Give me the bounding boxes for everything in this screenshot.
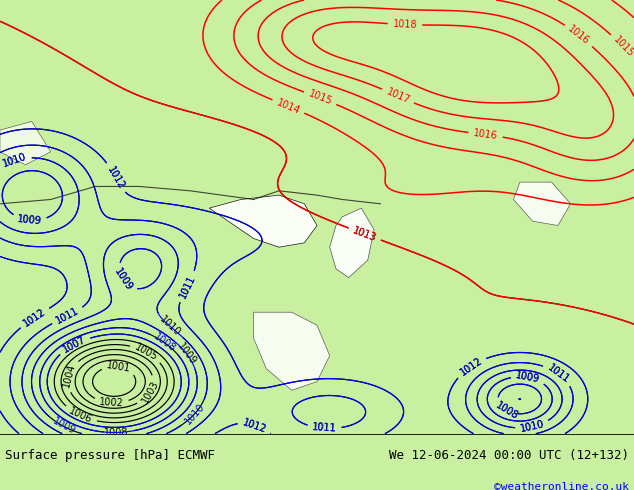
Text: 1014: 1014 bbox=[275, 97, 302, 116]
Text: 1011: 1011 bbox=[55, 306, 81, 326]
Text: 1013: 1013 bbox=[351, 225, 378, 243]
Text: 1004: 1004 bbox=[61, 363, 77, 389]
Text: 1018: 1018 bbox=[392, 19, 417, 30]
Text: 1013: 1013 bbox=[351, 225, 378, 243]
Text: We 12-06-2024 00:00 UTC (12+132): We 12-06-2024 00:00 UTC (12+132) bbox=[389, 449, 629, 463]
Text: 1016: 1016 bbox=[566, 24, 592, 47]
Text: 1012: 1012 bbox=[105, 165, 126, 191]
Text: 1012: 1012 bbox=[22, 307, 48, 328]
Text: 1012: 1012 bbox=[458, 355, 484, 378]
Text: 1003: 1003 bbox=[139, 379, 160, 405]
Text: 1007: 1007 bbox=[61, 334, 87, 355]
Text: 1010: 1010 bbox=[2, 152, 28, 170]
Text: 1006: 1006 bbox=[67, 406, 94, 425]
Text: 1009: 1009 bbox=[515, 370, 541, 385]
Text: 1009: 1009 bbox=[17, 214, 42, 226]
Text: 1002: 1002 bbox=[99, 397, 124, 409]
Text: 1001: 1001 bbox=[106, 360, 132, 374]
Text: 1009: 1009 bbox=[17, 214, 42, 226]
Text: 1012: 1012 bbox=[458, 355, 484, 378]
Text: 1011: 1011 bbox=[178, 273, 197, 300]
Polygon shape bbox=[209, 195, 317, 247]
Text: 1005: 1005 bbox=[133, 342, 160, 363]
Text: Surface pressure [hPa] ECMWF: Surface pressure [hPa] ECMWF bbox=[5, 449, 215, 463]
Polygon shape bbox=[330, 208, 374, 277]
Text: 1009: 1009 bbox=[112, 267, 134, 293]
Text: 1011: 1011 bbox=[545, 363, 571, 385]
Text: 1015: 1015 bbox=[611, 35, 634, 59]
Text: 1007: 1007 bbox=[61, 334, 87, 355]
Text: 1010: 1010 bbox=[157, 314, 182, 338]
Text: 1011: 1011 bbox=[312, 422, 337, 434]
Polygon shape bbox=[0, 122, 51, 165]
Text: 1009: 1009 bbox=[515, 370, 541, 385]
Text: 1010: 1010 bbox=[519, 419, 545, 434]
Text: 1011: 1011 bbox=[312, 422, 337, 434]
Text: 1017: 1017 bbox=[385, 87, 411, 106]
Text: 1011: 1011 bbox=[178, 273, 197, 300]
Text: 1009: 1009 bbox=[112, 267, 134, 293]
Text: 1008: 1008 bbox=[494, 400, 520, 421]
Text: 1008: 1008 bbox=[494, 400, 520, 421]
Text: 1012: 1012 bbox=[22, 307, 48, 328]
Text: 1012: 1012 bbox=[241, 417, 268, 435]
Text: 1012: 1012 bbox=[105, 165, 126, 191]
Text: 1012: 1012 bbox=[241, 417, 268, 435]
Text: 1010: 1010 bbox=[183, 401, 207, 426]
Text: ©weatheronline.co.uk: ©weatheronline.co.uk bbox=[494, 482, 629, 490]
Text: 1009: 1009 bbox=[51, 416, 77, 437]
Text: 1010: 1010 bbox=[519, 419, 545, 434]
Text: 1011: 1011 bbox=[545, 363, 571, 385]
Text: 1015: 1015 bbox=[307, 89, 333, 107]
Text: 1008: 1008 bbox=[104, 427, 129, 438]
Polygon shape bbox=[514, 182, 571, 225]
Text: 1011: 1011 bbox=[55, 306, 81, 326]
Text: 1010: 1010 bbox=[2, 152, 28, 170]
Text: 1008: 1008 bbox=[152, 332, 178, 354]
Text: 1016: 1016 bbox=[473, 128, 498, 141]
Text: 1009: 1009 bbox=[175, 341, 198, 367]
Polygon shape bbox=[254, 312, 330, 390]
